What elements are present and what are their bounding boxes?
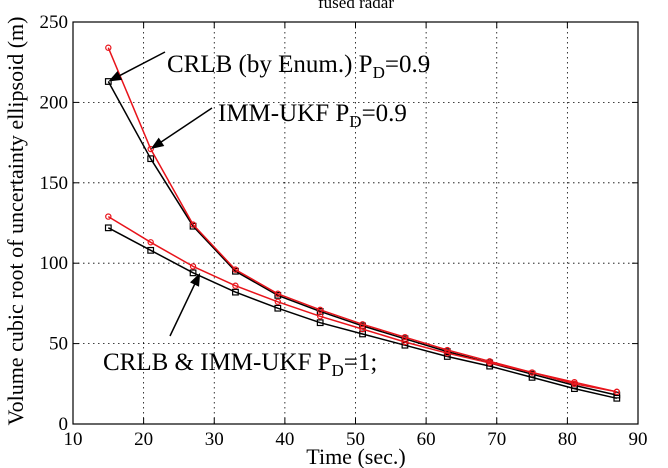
- data-point: [232, 288, 239, 296]
- annotation-imm-pd09-suffix: =0.9: [362, 100, 407, 127]
- data-point: [613, 388, 621, 396]
- chart-title: fused radar: [318, 0, 394, 12]
- annotation-arrows: [108, 51, 213, 337]
- y-tick-label: 150: [40, 173, 69, 194]
- data-point: [189, 269, 197, 277]
- series-group: [104, 44, 621, 402]
- series-line: [107, 215, 617, 393]
- data-point: [105, 44, 112, 51]
- annotation-arrow-head: [150, 137, 165, 150]
- data-point: [316, 306, 324, 314]
- x-tick-label: 10: [64, 429, 83, 450]
- annotation-crlb-pd09-suffix: =0.9: [385, 51, 430, 78]
- x-tick-label: 70: [487, 429, 506, 450]
- x-tick-label: 60: [417, 429, 436, 450]
- data-point: [316, 313, 324, 320]
- data-point: [274, 298, 282, 305]
- annotation-crlb-pd09: CRLB (by Enum.) PD=0.9: [167, 51, 430, 82]
- annotation-arrow-line: [111, 51, 166, 81]
- annotation-pd1-suffix: =1;: [344, 349, 378, 376]
- data-point: [359, 325, 366, 333]
- x-tick-label: 40: [275, 429, 294, 450]
- data-point: [528, 369, 536, 376]
- data-point: [105, 213, 112, 220]
- annotation-arrow-line: [169, 276, 200, 337]
- axis-ticks: 10 20 30 40 50 60 70 80 90 0 50 100 150 200 250: [40, 12, 648, 450]
- annotation-arrow-line: [153, 107, 213, 148]
- x-axis-label: Time (sec.): [306, 444, 405, 468]
- y-tick-label: 100: [40, 253, 69, 274]
- annotation-imm-pd09-sub: D: [349, 112, 361, 131]
- data-point: [486, 359, 493, 367]
- data-point: [147, 145, 154, 153]
- y-tick-label: 0: [59, 414, 69, 435]
- data-point: [443, 348, 451, 356]
- y-tick-label: 200: [40, 92, 69, 113]
- annotation-arrow-head: [108, 71, 123, 82]
- annotation-imm-pd09: IMM-UKF PD=0.9: [218, 100, 407, 131]
- data-point: [274, 290, 282, 297]
- annotation-crlb-pd09-text: CRLB (by Enum.) P: [167, 51, 373, 78]
- data-point: [104, 224, 112, 232]
- x-tick-label: 50: [346, 429, 365, 450]
- annotation-pd1-text: CRLB & IMM-UKF P: [103, 349, 332, 376]
- annotation-pd1-sub: D: [332, 361, 344, 380]
- data-point: [232, 282, 239, 289]
- annotation-imm-pd09-text: IMM-UKF P: [218, 100, 349, 127]
- data-point: [571, 380, 578, 387]
- data-point: [147, 155, 155, 163]
- annotation-arrow-head: [190, 272, 201, 287]
- data-point: [613, 394, 621, 402]
- data-point: [189, 221, 197, 228]
- grid: [73, 22, 638, 424]
- x-tick-label: 20: [134, 429, 153, 450]
- y-tick-label: 250: [40, 12, 69, 33]
- y-axis-label: Volume cubic root of uncertainty ellipso…: [3, 17, 28, 426]
- annotation-pd1: CRLB & IMM-UKF PD=1;: [103, 349, 377, 380]
- series-crlb_pd1: [105, 213, 621, 396]
- series-crlb_pd09: [105, 44, 621, 396]
- y-tick-label: 50: [49, 334, 68, 355]
- data-point: [104, 78, 112, 85]
- data-point: [274, 304, 282, 312]
- data-point: [232, 266, 239, 273]
- x-tick-label: 80: [558, 429, 577, 450]
- data-point: [444, 350, 451, 357]
- data-point: [316, 319, 324, 327]
- annotation-crlb-pd09-sub: D: [373, 63, 385, 82]
- series-line: [107, 227, 617, 400]
- data-point: [189, 263, 197, 270]
- data-point: [401, 338, 409, 346]
- data-point: [147, 239, 154, 246]
- x-tick-label: 30: [205, 429, 224, 450]
- x-tick-label: 90: [629, 429, 648, 450]
- data-point: [147, 246, 155, 254]
